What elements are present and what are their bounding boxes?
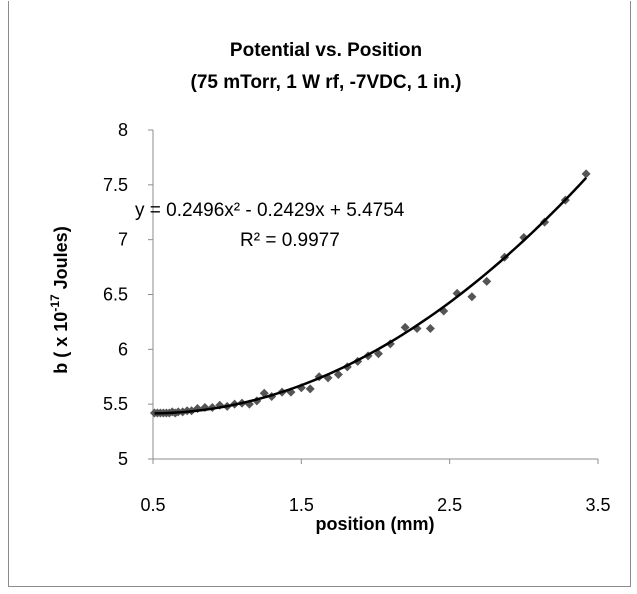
y-axis-title-prefix: b ( x 10 [51, 312, 71, 374]
data-point [467, 292, 477, 302]
data-points [149, 169, 591, 418]
y-axis-title: b ( x 10-17 Joules) [48, 226, 71, 373]
x-tick-label: 1.5 [289, 495, 314, 515]
data-point [482, 276, 492, 286]
chart-frame [8, 1, 631, 587]
data-point [400, 322, 410, 332]
x-axis-title: position (mm) [316, 514, 435, 534]
trendline [154, 176, 588, 415]
chart-title-line-1: Potential vs. Position [230, 40, 422, 61]
y-axis-title-suffix: Joules) [51, 226, 71, 294]
data-point [333, 370, 343, 380]
y-tick-label: 5 [118, 449, 128, 469]
x-axis-ticks: 0.5 1.5 2.5 3.5 [140, 459, 611, 515]
data-point [305, 384, 315, 394]
y-axis-title-exponent: -17 [48, 294, 62, 312]
trendline-equation: y = 0.2496x² - 0.2429x + 5.4754 [135, 200, 405, 221]
chart-title-line-2: (75 mTorr, 1 W rf, -7VDC, 1 in.) [191, 72, 462, 93]
y-tick-label: 8 [118, 120, 128, 140]
x-tick-label: 3.5 [585, 495, 610, 515]
data-point [581, 169, 591, 179]
y-tick-label: 7.5 [103, 175, 128, 195]
y-tick-label: 7 [118, 230, 128, 250]
y-tick-label: 6.5 [103, 285, 128, 305]
x-tick-label: 0.5 [140, 495, 165, 515]
r-squared-label: R² = 0.9977 [240, 230, 340, 251]
y-tick-label: 5.5 [103, 394, 128, 414]
data-point [425, 323, 435, 333]
y-tick-label: 6 [118, 339, 128, 359]
x-tick-label: 2.5 [437, 495, 462, 515]
y-axis-ticks: 5 5.5 6 6.5 7 7.5 8 [103, 120, 153, 469]
